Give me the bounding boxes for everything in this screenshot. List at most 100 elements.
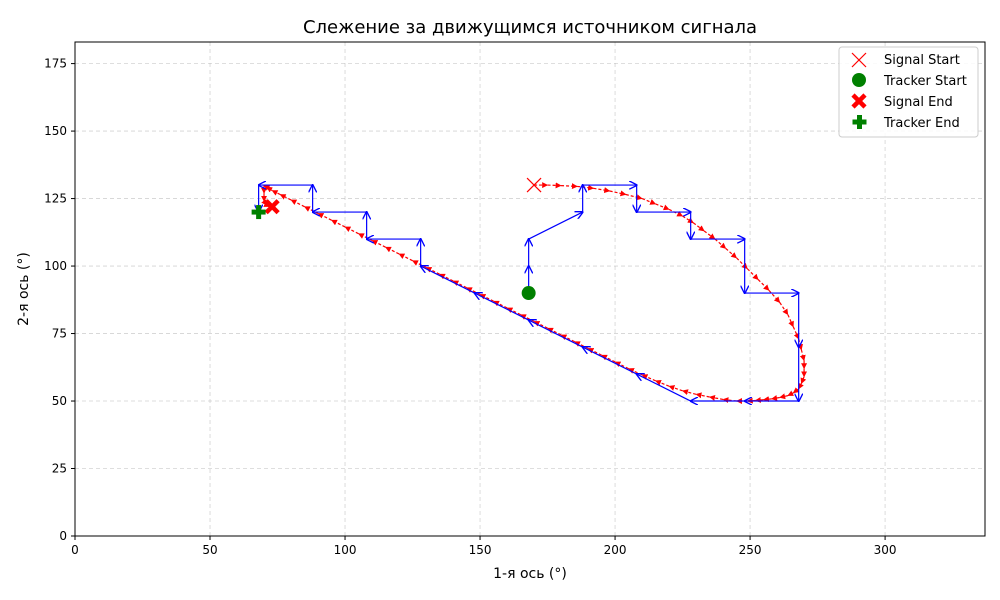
- signal-segment: [371, 239, 386, 248]
- signal-segment: [577, 184, 595, 191]
- signal-segment: [762, 396, 772, 403]
- legend-tracker-start-icon: [852, 73, 866, 87]
- y-axis-label: 2-я ось (°): [16, 252, 32, 326]
- signal-end-marker: [264, 199, 280, 215]
- signal-segment: [266, 186, 273, 193]
- signal-segment: [695, 392, 710, 399]
- y-tick-label: 175: [44, 57, 67, 71]
- signal-segment: [561, 183, 578, 190]
- signal-segment: [520, 314, 535, 322]
- y-tick-label: 50: [52, 394, 67, 408]
- signal-segment: [641, 198, 657, 205]
- signal-segment: [290, 199, 305, 208]
- tracker-end-marker: [251, 209, 266, 215]
- tracker-segment: [529, 320, 583, 348]
- signal-segment: [668, 385, 683, 392]
- y-tick-label: 125: [44, 192, 67, 206]
- signal-segment: [799, 349, 806, 362]
- signal-start-marker: [526, 177, 542, 193]
- signal-segment: [792, 326, 800, 340]
- signal-segment: [725, 248, 738, 259]
- signal-segment: [601, 354, 616, 363]
- signal-path: [261, 182, 808, 405]
- signal-segment: [609, 190, 627, 197]
- x-tick-label: 50: [202, 543, 217, 557]
- tracker-segment: [528, 212, 583, 240]
- signal-segment: [681, 389, 697, 396]
- signal-segment: [771, 395, 780, 401]
- axis-ticks: 0 50 100 150 200 250 300 0 25 50 75 100 125 150 175: [44, 57, 896, 557]
- signal-segment: [439, 273, 454, 282]
- legend-signal-end: Signal End: [884, 95, 953, 110]
- signal-segment: [425, 266, 440, 275]
- tracker-segment: [637, 374, 691, 402]
- signal-segment: [479, 293, 494, 302]
- y-tick-label: 150: [44, 124, 67, 138]
- x-tick-label: 0: [71, 543, 79, 557]
- signal-segment: [614, 361, 629, 370]
- signal-segment: [655, 203, 670, 211]
- signal-segment: [547, 182, 562, 189]
- chart-title: Слежение за движущимся источником сигнал…: [303, 17, 757, 38]
- signal-segment: [787, 390, 795, 397]
- signal-segment: [384, 246, 400, 255]
- signal-segment: [466, 287, 481, 295]
- signal-segment: [655, 380, 670, 387]
- tracker-segment: [421, 266, 475, 294]
- signal-segment: [574, 341, 589, 349]
- signal-segment: [452, 280, 467, 289]
- signal-segment: [708, 394, 724, 401]
- signal-segment: [746, 268, 759, 280]
- signal-segment: [547, 327, 562, 336]
- tracker-path: [259, 185, 799, 401]
- legend-tracker-end: Tracker End: [883, 116, 960, 131]
- signal-segment: [493, 300, 508, 309]
- signal-segment: [754, 396, 764, 403]
- tracker-segment: [583, 347, 637, 375]
- signal-segment: [344, 226, 359, 235]
- signal-segment: [703, 230, 716, 240]
- signal-segment: [682, 215, 694, 224]
- legend-signal-end-icon: [851, 93, 867, 109]
- signal-segment: [279, 193, 292, 201]
- signal-segment: [533, 320, 548, 329]
- legend: Signal Start Tracker Start Signal End Tr…: [838, 46, 979, 138]
- x-tick-label: 250: [739, 543, 762, 557]
- signal-segment: [587, 347, 602, 356]
- x-axis-label: 1-я ось (°): [493, 566, 567, 582]
- signal-segment: [693, 222, 705, 232]
- y-tick-label: 25: [52, 462, 67, 476]
- x-tick-label: 200: [604, 543, 627, 557]
- tracker-start-marker: [521, 286, 536, 301]
- signal-segment: [757, 279, 770, 291]
- path-markers: [251, 177, 542, 301]
- signal-segment: [398, 253, 413, 262]
- signal-segment: [506, 307, 521, 316]
- legend-signal-start: Signal Start: [884, 53, 960, 68]
- signal-segment: [800, 376, 807, 385]
- legend-box: [838, 46, 979, 138]
- signal-segment: [271, 189, 281, 196]
- signal-segment: [779, 393, 789, 400]
- signal-segment: [593, 187, 611, 194]
- signal-segment: [560, 334, 575, 343]
- legend-signal-start-icon: [851, 52, 867, 68]
- y-tick-label: 0: [59, 529, 67, 543]
- signal-segment: [330, 219, 346, 228]
- x-tick-label: 300: [874, 543, 897, 557]
- signal-segment: [792, 387, 800, 394]
- signal-segment: [736, 257, 748, 270]
- plot-frame: [74, 41, 986, 537]
- signal-segment: [787, 314, 794, 328]
- signal-segment: [668, 208, 684, 217]
- signal-segment: [768, 289, 781, 303]
- x-tick-label: 150: [469, 543, 492, 557]
- tracker-segment: [475, 293, 529, 321]
- signal-segment: [779, 302, 789, 316]
- signal-segment: [625, 193, 643, 201]
- y-tick-label: 100: [44, 259, 67, 273]
- y-tick-label: 75: [52, 327, 67, 341]
- signal-segment: [317, 212, 332, 221]
- legend-tracker-start: Tracker Start: [883, 74, 967, 89]
